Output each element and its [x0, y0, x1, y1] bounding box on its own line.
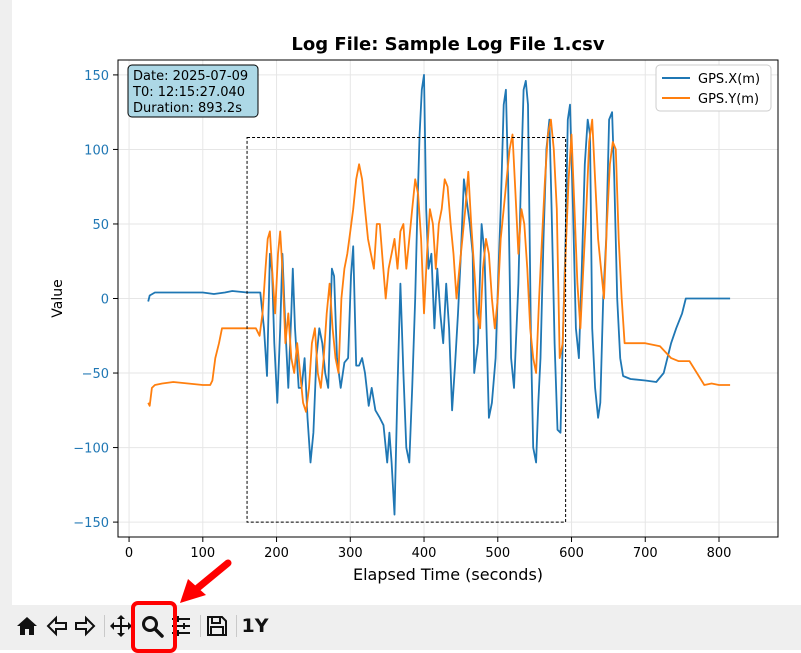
plot-frame: [117, 59, 779, 538]
series-line: [147, 118, 731, 413]
back-button[interactable]: [44, 613, 70, 639]
home-button[interactable]: [14, 613, 40, 639]
y-tick-label: −100: [73, 442, 109, 457]
x-tick-label: 200: [264, 546, 289, 561]
x-tick-label: 400: [412, 546, 437, 561]
legend-entry: GPS.X(m): [698, 72, 760, 87]
y-tick-label: 50: [92, 218, 109, 233]
x-tick-label: 800: [707, 546, 732, 561]
x-tick-label: 300: [338, 546, 363, 561]
x-tick-label: 100: [190, 546, 215, 561]
x-tick-label: 700: [633, 546, 658, 561]
chart[interactable]: 0 100 200 300 400 500 600 700 800 −150 −100 −50 0 50 1…: [12, 0, 801, 605]
y-tick-label: 0: [101, 293, 109, 308]
forward-arrow-icon: [73, 614, 97, 638]
x-tick-label: 600: [559, 546, 584, 561]
pan-button[interactable]: [108, 613, 134, 639]
back-arrow-icon: [45, 614, 69, 638]
legend-entry: GPS.Y(m): [698, 92, 759, 107]
save-button[interactable]: [204, 613, 230, 639]
text-icon: 1Y: [241, 615, 269, 637]
y-tick-label: 150: [84, 69, 109, 84]
x-tick-label: 500: [485, 546, 510, 561]
x-tick-label: 0: [125, 546, 133, 561]
zoom-button[interactable]: [139, 613, 165, 639]
forward-button[interactable]: [72, 613, 98, 639]
floppy-icon: [205, 614, 229, 638]
navigation-toolbar: 1Y: [12, 605, 801, 650]
y-axis-label: Value: [50, 279, 66, 317]
y-axis-button[interactable]: 1Y: [240, 613, 270, 639]
y-tick-label: −150: [73, 516, 109, 531]
y-tick-label: −50: [82, 367, 109, 382]
zoom-rectangle: [246, 137, 567, 523]
info-box-line: Duration: 893.2s: [133, 101, 242, 116]
legend: [655, 64, 772, 112]
info-box-line: Date: 2025-07-09: [133, 69, 248, 84]
chart-title: Log File: Sample Log File 1.csv: [291, 34, 605, 55]
info-box: [127, 64, 259, 118]
magnifier-icon: [140, 614, 164, 638]
figure-canvas[interactable]: 0 100 200 300 400 500 600 700 800 −150 −100 −50 0 50 1…: [12, 0, 801, 605]
toolbar-separator: [236, 615, 237, 637]
toolbar-separator: [200, 615, 201, 637]
y-tick-label: 100: [84, 143, 109, 158]
x-axis-label: Elapsed Time (seconds): [353, 565, 543, 584]
move-icon: [109, 614, 133, 638]
window-left-strip: [0, 0, 12, 650]
home-icon: [15, 614, 39, 638]
toolbar-separator: [104, 615, 105, 637]
series-line: [147, 74, 731, 516]
info-box-line: T0: 12:15:27.040: [132, 85, 245, 100]
pointer-arrow: [180, 559, 232, 603]
